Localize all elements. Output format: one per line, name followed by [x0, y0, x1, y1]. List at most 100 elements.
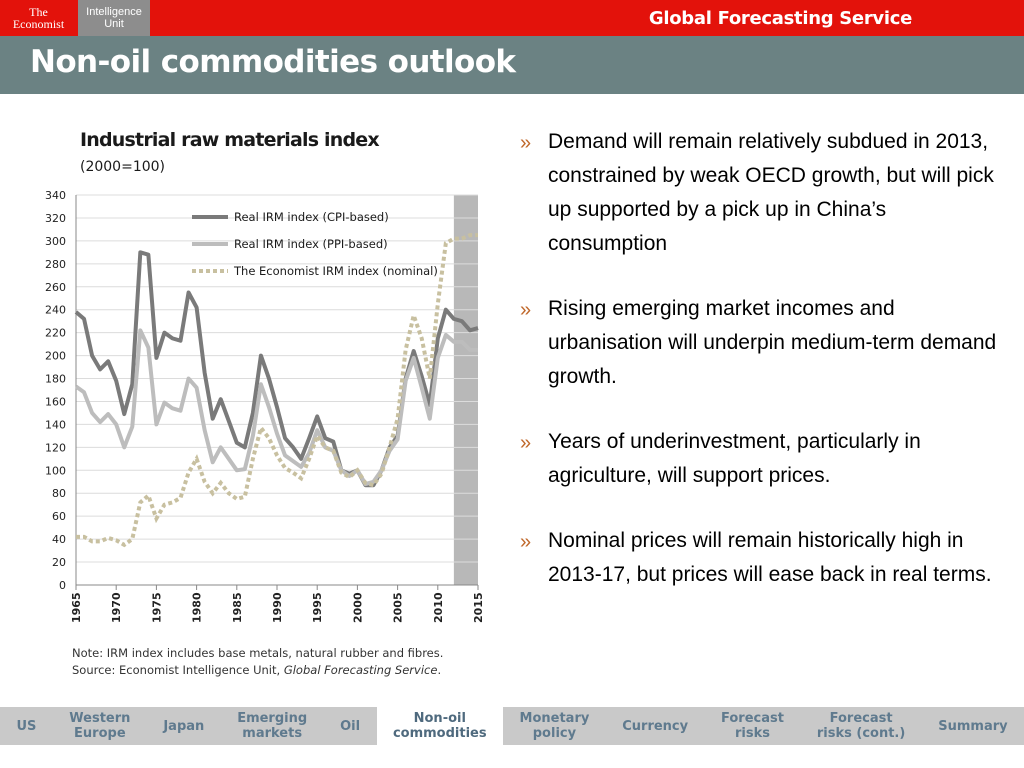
bullet-item: » Demand will remain relatively subdued i… — [520, 125, 1000, 261]
data-point — [204, 430, 205, 431]
data-point — [277, 407, 278, 408]
data-point — [244, 447, 245, 448]
data-point — [478, 349, 479, 350]
y-tick-label: 160 — [45, 395, 66, 408]
data-point — [148, 495, 149, 496]
data-point — [429, 418, 430, 419]
data-point — [92, 412, 93, 413]
data-point — [461, 321, 462, 322]
data-point — [148, 347, 149, 348]
irm-line-chart: 0 20 40 60 80 100 120 140 160 180 200 220 240 260 280 3… — [45, 189, 485, 623]
data-point — [437, 303, 438, 304]
data-point — [172, 338, 173, 339]
data-point — [100, 541, 101, 542]
data-point — [317, 435, 318, 436]
data-point — [228, 493, 229, 494]
data-point — [108, 414, 109, 415]
data-point — [236, 470, 237, 471]
data-point — [100, 422, 101, 423]
data-point — [156, 424, 157, 425]
data-point — [317, 416, 318, 417]
data-point — [478, 328, 479, 329]
bullet-marker: » — [520, 299, 532, 321]
data-point — [268, 438, 269, 439]
x-tick-label: 1975 — [150, 592, 163, 623]
footer-strip — [0, 745, 1024, 768]
bullet-marker: » — [520, 132, 532, 154]
data-point — [469, 349, 470, 350]
data-point — [357, 470, 358, 471]
y-tick-label: 60 — [52, 510, 66, 523]
legend-label: Real IRM index (PPI-based) — [234, 237, 388, 251]
y-tick-label: 260 — [45, 281, 66, 294]
nav-monetary-policy[interactable]: Monetary policy — [519, 711, 590, 741]
data-point — [469, 330, 470, 331]
data-point — [445, 334, 446, 335]
data-point — [268, 407, 269, 408]
data-point — [478, 235, 479, 236]
nav-oil[interactable]: Oil — [340, 718, 361, 734]
chart-title: Industrial raw materials index — [80, 129, 380, 151]
y-tick-label: 100 — [45, 464, 66, 477]
bullet-item: » Years of underinvestment, particularly … — [520, 425, 1000, 493]
data-point — [405, 349, 406, 350]
data-point — [260, 427, 261, 428]
data-point — [252, 412, 253, 413]
data-point — [188, 472, 189, 473]
data-point — [293, 472, 294, 473]
data-point — [84, 318, 85, 319]
data-point — [309, 438, 310, 439]
data-point — [268, 378, 269, 379]
nav-us[interactable]: US — [16, 718, 37, 734]
data-point — [413, 357, 414, 358]
data-point — [277, 455, 278, 456]
data-point — [172, 502, 173, 503]
data-point — [453, 318, 454, 319]
data-point — [132, 384, 133, 385]
x-tick-label: 2000 — [351, 592, 364, 623]
bullet-item: » Nominal prices will remain historically… — [520, 524, 1000, 592]
data-point — [164, 504, 165, 505]
data-point — [405, 380, 406, 381]
data-point — [252, 435, 253, 436]
data-point — [76, 536, 77, 537]
data-point — [220, 482, 221, 483]
data-point — [453, 341, 454, 342]
data-point — [220, 447, 221, 448]
data-point — [204, 372, 205, 373]
data-point — [220, 399, 221, 400]
nav-japan[interactable]: Japan — [163, 718, 205, 734]
data-point — [140, 502, 141, 503]
data-point — [285, 468, 286, 469]
nav-forecast-risks-cont[interactable]: Forecast risks (cont.) — [816, 711, 906, 741]
data-point — [196, 458, 197, 459]
data-point — [293, 461, 294, 462]
nav-non-oil-commodities[interactable]: Non-oil commodities — [376, 707, 504, 745]
data-point — [437, 338, 438, 339]
data-point — [333, 450, 334, 451]
y-tick-label: 220 — [45, 327, 66, 340]
y-tick-label: 200 — [45, 350, 66, 363]
nav-western-europe[interactable]: Western Europe — [69, 711, 131, 741]
nav-summary[interactable]: Summary — [938, 718, 1008, 734]
x-tick-label: 2015 — [472, 592, 485, 623]
data-point — [236, 442, 237, 443]
data-point — [116, 424, 117, 425]
data-point — [76, 386, 77, 387]
data-point — [453, 238, 454, 239]
y-tick-label: 0 — [59, 579, 66, 592]
data-point — [164, 332, 165, 333]
data-point — [196, 307, 197, 308]
series-line-3 — [76, 233, 478, 548]
data-point — [413, 351, 414, 352]
source-text: Source: Economist Intelligence Unit, Glo… — [72, 663, 442, 677]
y-tick-label: 140 — [45, 418, 66, 431]
data-point — [317, 430, 318, 431]
nav-forecast-risks[interactable]: Forecast risks — [721, 711, 784, 741]
nav-currency[interactable]: Currency — [622, 718, 689, 734]
data-point — [228, 420, 229, 421]
data-point — [413, 315, 414, 316]
data-point — [84, 392, 85, 393]
y-tick-label: 40 — [52, 533, 66, 546]
nav-emerging-markets[interactable]: Emerging markets — [237, 711, 308, 741]
